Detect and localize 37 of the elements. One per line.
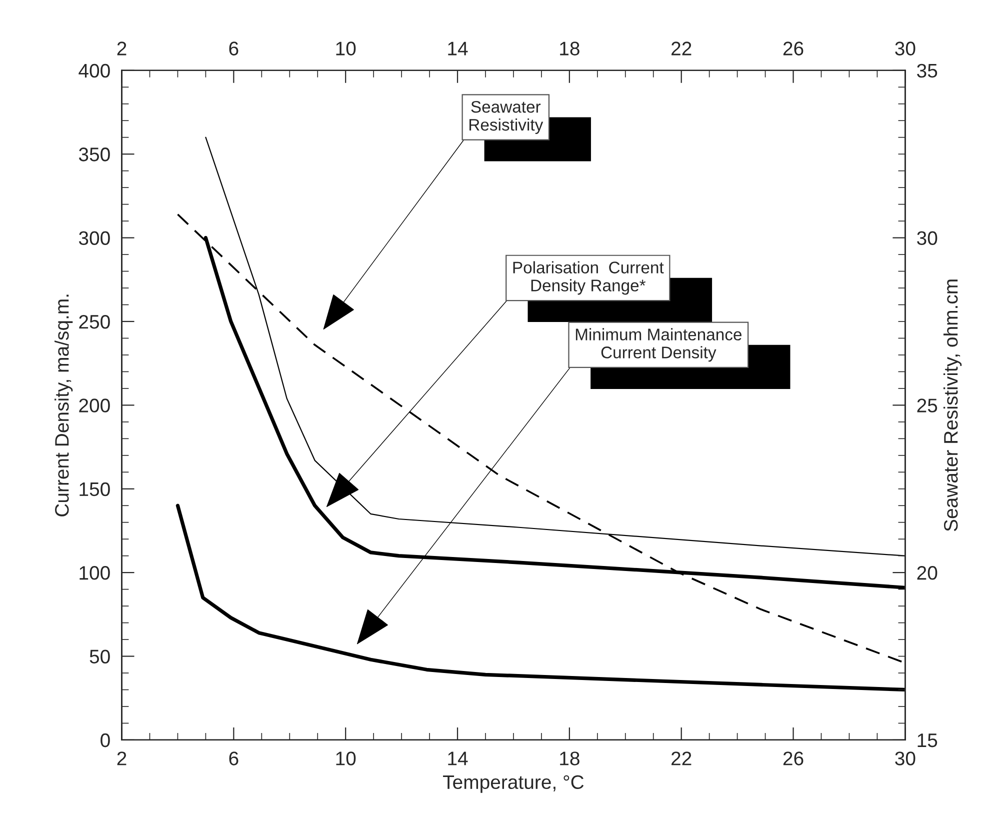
x2-tick-label: 2 bbox=[117, 42, 126, 56]
x2-tick-label: 18 bbox=[560, 42, 580, 56]
annotation: Polarisation Current Density Range* bbox=[513, 261, 664, 295]
y2-tick-label: 25 bbox=[917, 398, 938, 412]
x2-tick-label: 26 bbox=[783, 42, 804, 56]
x-tick-label: 2 bbox=[117, 752, 126, 766]
x2-tick-label: 6 bbox=[229, 42, 238, 56]
y-tick-label: 100 bbox=[80, 566, 110, 580]
x-tick-label: 6 bbox=[229, 752, 238, 766]
y2-tick-label: 35 bbox=[917, 64, 938, 78]
annotation: Seawater Resistivity bbox=[470, 100, 544, 134]
y-tick-label: 250 bbox=[79, 314, 110, 329]
y-tick-label: 50 bbox=[90, 650, 110, 664]
x2-tick-label: 14 bbox=[448, 42, 468, 56]
y-tick-label: 0 bbox=[100, 733, 110, 748]
x-tick-label: 30 bbox=[895, 752, 916, 766]
x-tick-label: 26 bbox=[783, 752, 804, 766]
y-tick-label: 400 bbox=[78, 64, 110, 78]
y-tick-label: 300 bbox=[78, 231, 110, 246]
x-tick-label: 14 bbox=[448, 752, 468, 766]
y2-axis-title: Seawater Resistivity, ohm.cm bbox=[943, 280, 962, 532]
y2-tick-label: 15 bbox=[918, 734, 938, 748]
y2-tick-label: 30 bbox=[917, 231, 938, 246]
y-tick-label: 150 bbox=[80, 482, 110, 496]
x-axis-title: Temperature, °C bbox=[443, 775, 584, 793]
x-tick-label: 22 bbox=[672, 752, 692, 766]
x2-tick-label: 30 bbox=[895, 42, 916, 56]
x2-tick-label: 22 bbox=[672, 42, 692, 56]
y-tick-label: 350 bbox=[78, 148, 110, 162]
line-series bbox=[176, 504, 906, 692]
y-tick-label: 200 bbox=[79, 398, 110, 412]
y-axis-title: Current Density, ma/sq.m. bbox=[54, 294, 73, 516]
x-tick-label: 10 bbox=[336, 752, 356, 766]
x-tick-label: 18 bbox=[560, 752, 580, 766]
annotation: Minimum Maintenance Current Density bbox=[576, 328, 742, 362]
x2-tick-label: 10 bbox=[336, 42, 356, 56]
y2-tick-label: 20 bbox=[917, 566, 938, 580]
